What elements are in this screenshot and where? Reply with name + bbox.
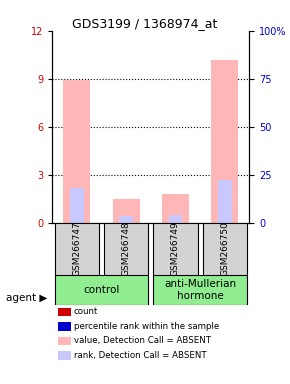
Bar xyxy=(63,80,90,223)
Text: count: count xyxy=(74,307,98,316)
FancyBboxPatch shape xyxy=(153,275,247,305)
Text: GDS3199 / 1368974_at: GDS3199 / 1368974_at xyxy=(72,17,218,30)
Text: GSM266750: GSM266750 xyxy=(220,221,229,276)
Bar xyxy=(70,187,84,223)
Text: GSM266747: GSM266747 xyxy=(72,221,81,276)
Text: percentile rank within the sample: percentile rank within the sample xyxy=(74,322,219,331)
Text: anti-Mullerian
hormone: anti-Mullerian hormone xyxy=(164,279,236,301)
Bar xyxy=(119,216,133,223)
Bar xyxy=(211,60,238,223)
FancyBboxPatch shape xyxy=(55,223,99,275)
FancyBboxPatch shape xyxy=(202,223,247,275)
Bar xyxy=(162,194,189,223)
Bar xyxy=(169,215,182,223)
FancyBboxPatch shape xyxy=(104,223,148,275)
Text: value, Detection Call = ABSENT: value, Detection Call = ABSENT xyxy=(74,336,211,346)
Text: control: control xyxy=(83,285,120,295)
Bar xyxy=(218,180,231,223)
Text: GSM266748: GSM266748 xyxy=(122,221,131,276)
Text: rank, Detection Call = ABSENT: rank, Detection Call = ABSENT xyxy=(74,351,206,360)
FancyBboxPatch shape xyxy=(55,275,148,305)
Text: agent ▶: agent ▶ xyxy=(6,293,47,303)
Bar xyxy=(113,199,140,223)
Text: GSM266749: GSM266749 xyxy=(171,221,180,276)
FancyBboxPatch shape xyxy=(153,223,198,275)
